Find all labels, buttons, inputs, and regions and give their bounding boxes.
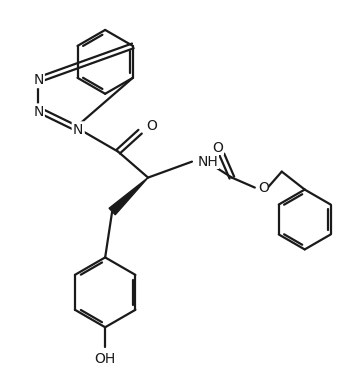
Text: O: O [213,141,223,155]
Text: O: O [258,181,269,195]
Text: N: N [33,105,44,119]
Text: OH: OH [95,352,116,366]
Text: N: N [73,123,83,137]
Polygon shape [109,178,148,215]
Text: O: O [147,119,157,133]
Text: N: N [33,73,44,87]
Text: NH: NH [198,155,219,169]
